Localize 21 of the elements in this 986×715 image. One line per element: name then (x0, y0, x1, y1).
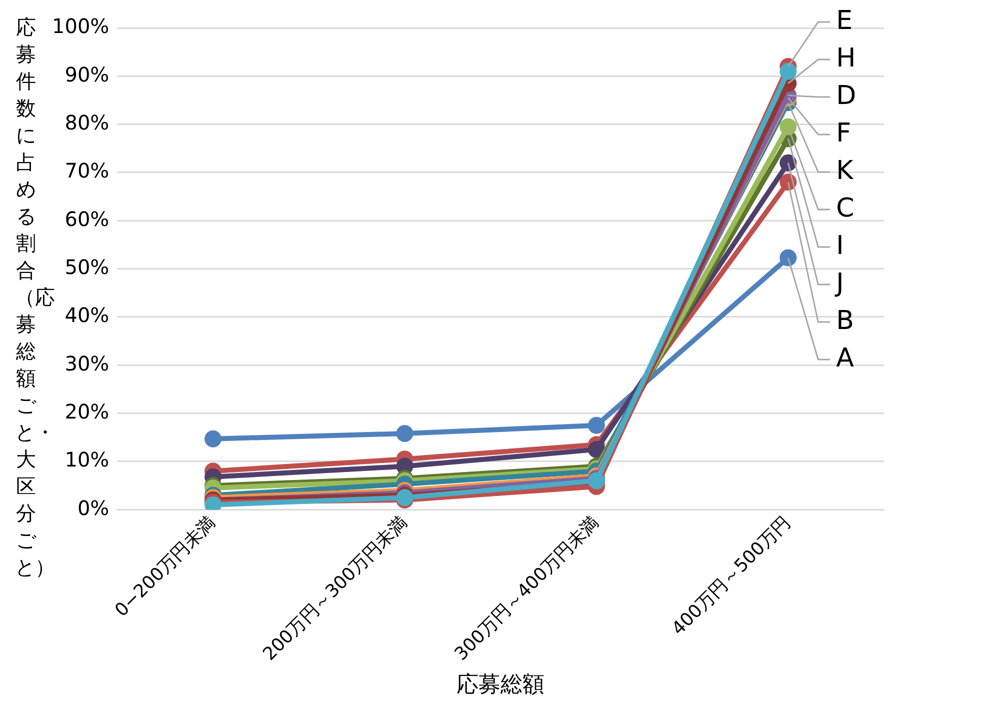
series-label: H (836, 43, 856, 74)
y-tick-label: 50% (64, 255, 110, 280)
y-tick-label: 30% (64, 351, 110, 376)
text: A (836, 343, 854, 374)
series-label: F (836, 118, 852, 148)
y-tick-label: 10% (64, 448, 110, 472)
series-label: D (836, 80, 856, 111)
text: K (836, 156, 854, 186)
y-tick-label: 90% (64, 62, 110, 86)
text: B (836, 306, 854, 336)
y-tick-label: 0% (77, 496, 110, 520)
y-tick-label: 60% (64, 206, 110, 231)
series-label: E (836, 6, 853, 36)
y-tick-label: 70% (64, 158, 110, 183)
x-axis-title: 応募総額 (456, 672, 545, 698)
text: I (836, 230, 844, 261)
y-tick-label: 80% (64, 110, 110, 135)
y-tick-label: 20% (64, 400, 110, 424)
text: J (834, 268, 844, 298)
y-tick-label: 40% (64, 303, 110, 328)
text: C (836, 193, 854, 224)
